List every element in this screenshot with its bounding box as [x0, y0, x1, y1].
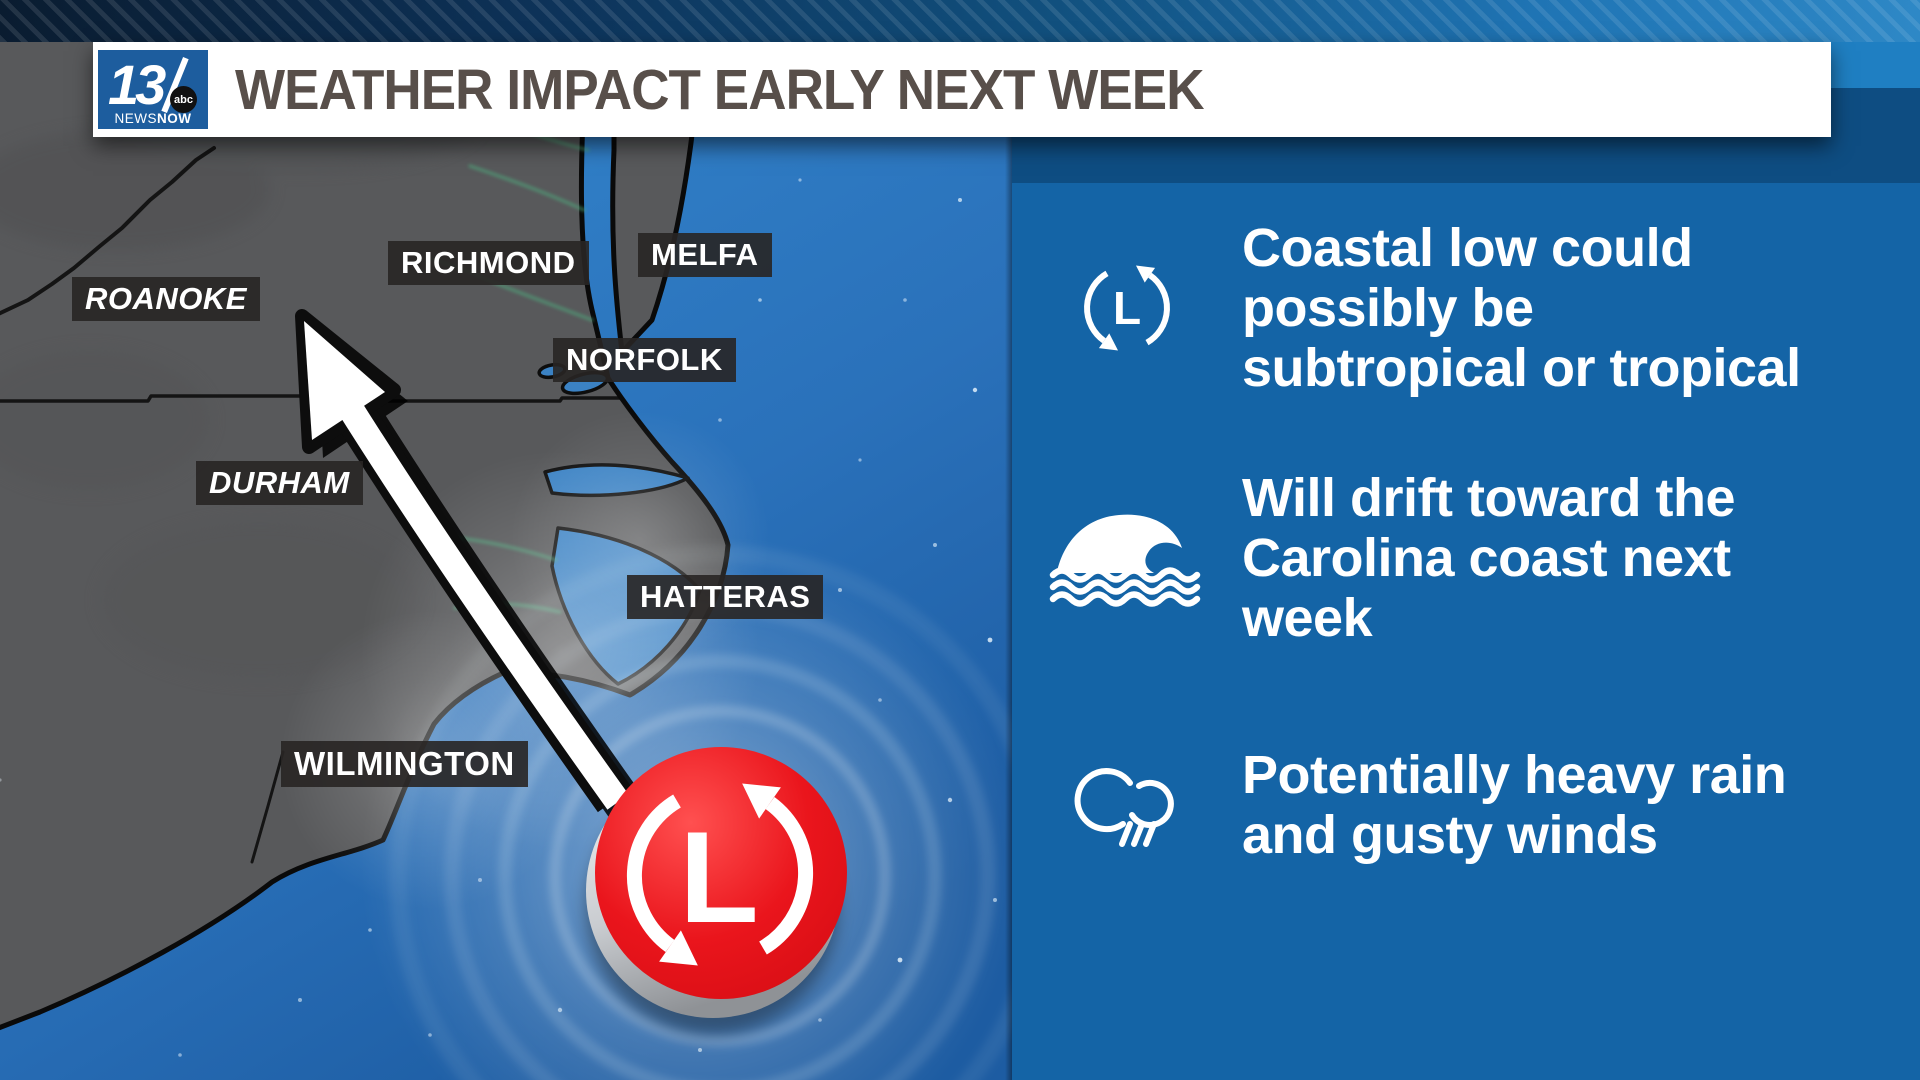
station-logo: 13 abc NEWSNOW: [98, 50, 208, 129]
bullet-line: and gusty winds: [1242, 805, 1658, 865]
bullet-drift: Will drift toward the Carolina coast nex…: [1012, 468, 1920, 648]
rain-cloud-icon: [1074, 768, 1174, 847]
low-letter-small: L: [1113, 282, 1141, 334]
rotation-arrows-icon: [626, 794, 814, 955]
map-label-richmond: RICHMOND: [388, 241, 589, 285]
bullet-rain-wind: Potentially heavy rain and gusty winds: [1012, 745, 1920, 865]
bullet-line: Potentially heavy rain: [1242, 745, 1787, 805]
track-arrow: [295, 309, 646, 823]
header-bar: 13 abc NEWSNOW WEATHER IMPACT EARLY NEXT…: [93, 42, 1831, 137]
bullet-line: Carolina coast next: [1242, 528, 1731, 588]
page-title: WEATHER IMPACT EARLY NEXT WEEK: [235, 57, 1204, 122]
low-pressure-icon: L: [1084, 265, 1170, 351]
map-label-durham: DURHAM: [196, 461, 363, 505]
bullet-line: possibly be: [1242, 278, 1534, 338]
map-label-melfa: MELFA: [638, 233, 772, 277]
forecast-map: L ROANOKE RICHMOND MELFA NORFOLK DURHAM …: [0, 0, 1012, 1080]
bullet-line: Will drift toward the: [1242, 468, 1735, 528]
bullet-drift-text: Will drift toward the Carolina coast nex…: [1242, 468, 1735, 648]
logo-number: 13: [108, 53, 166, 116]
map-label-wilmington: WILMINGTON: [281, 741, 528, 787]
top-accent-strip: [0, 0, 1920, 42]
map-label-hatteras: HATTERAS: [627, 575, 824, 619]
logo-newsnow: NEWSNOW: [98, 111, 208, 126]
bullet-line: Coastal low could: [1242, 218, 1693, 278]
low-pressure-marker: L: [586, 747, 847, 1034]
panel-corner-block: [1831, 42, 1920, 88]
wave-icon: [1049, 514, 1201, 607]
logo-now-text: NOW: [157, 111, 192, 126]
map-artwork: L: [0, 52, 1012, 1080]
map-label-roanoke: ROANOKE: [72, 277, 260, 321]
bullet-rain-wind-text: Potentially heavy rain and gusty winds: [1242, 745, 1787, 865]
bullet-line: week: [1242, 588, 1373, 648]
info-panel: L Coastal low could possibly be subtropi…: [1005, 0, 1920, 1080]
abc-network-icon: abc: [170, 86, 197, 113]
low-letter: L: [679, 804, 758, 950]
bullet-coastal-low: L Coastal low could possibly be subtropi…: [1012, 218, 1920, 398]
map-label-norfolk: NORFOLK: [553, 338, 736, 382]
logo-news-text: NEWS: [114, 111, 157, 126]
bullet-coastal-low-text: Coastal low could possibly be subtropica…: [1242, 218, 1801, 398]
panel-edge-shadow: [1005, 0, 1012, 1080]
bullet-line: subtropical or tropical: [1242, 338, 1801, 398]
hatch-pattern: [0, 0, 1920, 42]
